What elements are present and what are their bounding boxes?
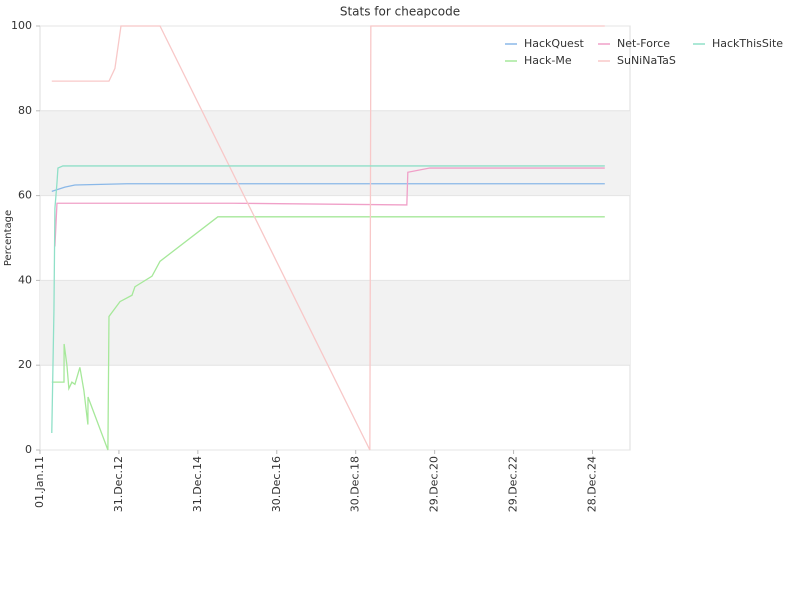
plot-area (39, 25, 631, 451)
line (51, 25, 605, 451)
y-axis-label: Percentage (3, 210, 14, 266)
x-tick-label: 01.Jan.11 (33, 456, 46, 508)
x-tick-label: 31.Dec.12 (112, 456, 125, 512)
x-tick-label: 29.Dec.20 (428, 456, 441, 512)
legend-label: Hack-Me (524, 54, 572, 67)
y-tick-label: 80 (18, 104, 32, 117)
x-tick-label: 31.Dec.14 (191, 456, 204, 512)
legend-label: HackQuest (524, 37, 585, 50)
line (54, 167, 605, 247)
x-tick-label: 29.Dec.22 (507, 456, 520, 512)
grid-band (40, 280, 630, 366)
y-tick-label: 40 (18, 273, 32, 286)
grid-band (40, 110, 630, 196)
y-tick-label: 0 (25, 443, 32, 456)
chart-title: Stats for cheapcode (340, 5, 460, 19)
y-tick-label: 60 (18, 189, 32, 202)
y-tick-label: 20 (18, 358, 32, 371)
legend-label: SuNiNaTaS (617, 54, 676, 67)
x-tick-label: 28.Dec.24 (585, 456, 598, 512)
line (51, 216, 605, 451)
legend-label: Net-Force (617, 37, 670, 50)
x-tick-label: 30.Dec.16 (270, 456, 283, 512)
legend-label: HackThisSite (712, 37, 783, 50)
line (51, 183, 605, 192)
y-tick-label: 100 (11, 19, 32, 32)
line (51, 165, 605, 434)
x-tick-label: 30.Dec.18 (349, 456, 362, 512)
